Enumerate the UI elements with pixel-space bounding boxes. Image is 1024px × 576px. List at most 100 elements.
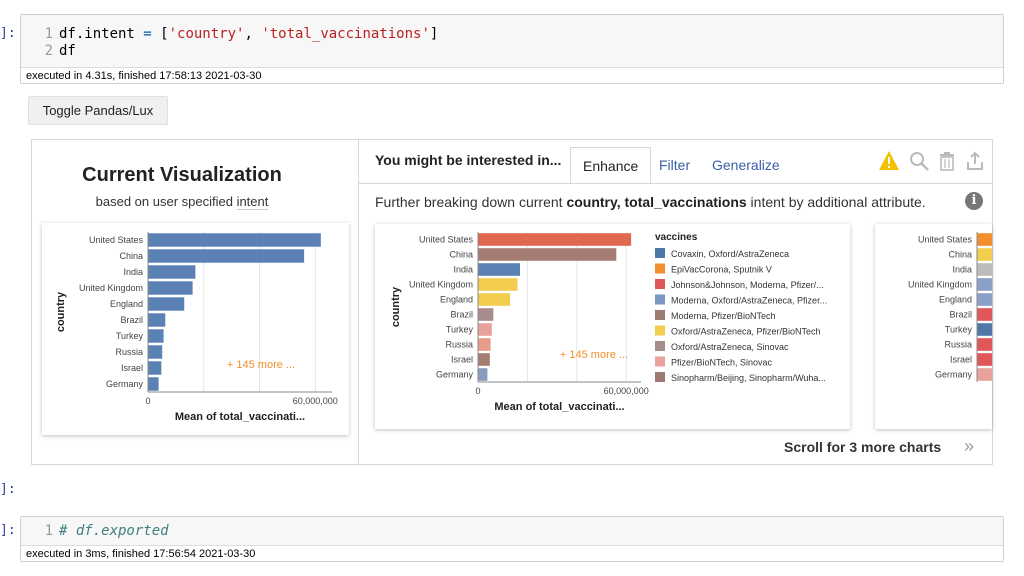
- cell-prompt: ]:: [0, 26, 16, 41]
- current-visualization-subtitle: based on user specified intent: [32, 194, 332, 210]
- bar: [478, 293, 511, 306]
- legend-swatch: [655, 356, 665, 367]
- x-tick-label: 60,000,000: [293, 396, 338, 406]
- y-tick-label: Israel: [121, 363, 143, 373]
- bar: [977, 233, 992, 246]
- y-tick-label: Turkey: [446, 325, 474, 335]
- tab-generalize[interactable]: Generalize: [712, 157, 780, 173]
- y-tick-label: Russia: [944, 340, 972, 350]
- bar: [977, 308, 992, 321]
- export-icon[interactable]: [964, 150, 986, 172]
- tab-divider: [359, 183, 992, 184]
- code-token: 'country': [168, 26, 245, 42]
- legend-title: vaccines: [655, 232, 698, 243]
- info-icon[interactable]: i: [965, 192, 983, 210]
- enhance-bar-chart-partial: United States China India United Kingdom Eng…: [908, 232, 992, 382]
- bar: [148, 249, 305, 263]
- y-tick-label: Russia: [115, 347, 143, 357]
- cell-prompt: ]:: [0, 482, 16, 497]
- execution-status: executed in 3ms, finished 17:56:54 2021-…: [21, 545, 1003, 561]
- code-line[interactable]: df: [59, 43, 76, 59]
- y-tick-label: Israel: [451, 355, 473, 365]
- code-line[interactable]: df.intent = ['country', 'total_vaccinati…: [59, 26, 438, 42]
- y-tick-label: Brazil: [120, 315, 143, 325]
- bar: [478, 323, 492, 336]
- bar: [977, 368, 992, 381]
- y-tick-label: Turkey: [116, 331, 144, 341]
- x-axis-label: Mean of total_vaccinati...: [494, 401, 624, 413]
- code-token: =: [143, 26, 152, 42]
- bar: [977, 293, 992, 306]
- code-editor[interactable]: 1 2 df.intent = ['country', 'total_vacci…: [21, 15, 1003, 67]
- tab-enhance[interactable]: Enhance: [570, 147, 652, 183]
- y-tick-label: Turkey: [945, 325, 973, 335]
- legend-label: Pfizer/BioNTech, Sinovac: [671, 358, 773, 368]
- code-token: ]: [429, 26, 439, 42]
- legend-swatch: [655, 325, 665, 336]
- bar: [478, 308, 494, 321]
- bar: [977, 263, 992, 276]
- enhance-bar-chart: United States China India United Kingdom Eng…: [390, 232, 827, 413]
- code-line[interactable]: # df.exported: [59, 523, 169, 539]
- bar: [478, 338, 491, 351]
- bar: [478, 368, 488, 381]
- legend-swatch: [655, 372, 665, 382]
- tab-filter[interactable]: Filter: [659, 157, 691, 173]
- bar: [977, 248, 992, 261]
- trash-icon[interactable]: [936, 150, 958, 172]
- y-tick-label: China: [119, 251, 143, 261]
- y-tick-label: Germany: [935, 370, 973, 380]
- code-cell-1[interactable]: 1 2 df.intent = ['country', 'total_vacci…: [20, 14, 1004, 84]
- code-token: # df.exported: [59, 523, 169, 539]
- scroll-more-charts[interactable]: Scroll for 3 more charts: [784, 439, 942, 455]
- search-icon[interactable]: [908, 150, 930, 172]
- current-visualization-title: Current Visualization: [82, 164, 282, 186]
- y-tick-label: India: [123, 267, 143, 277]
- enhance-chart-card-partial[interactable]: United States China India United Kingdom Eng…: [875, 224, 992, 429]
- legend-label: Oxford/AstraZeneca, Pfizer/BioNTech: [671, 327, 821, 337]
- lux-widget: Current Visualization based on user spec…: [31, 139, 993, 465]
- intent-link[interactable]: intent: [236, 194, 269, 210]
- bar: [478, 353, 490, 366]
- line-number: 1: [44, 26, 53, 42]
- current-chart-card[interactable]: United States China India United Kingdom Eng…: [42, 223, 349, 435]
- y-tick-label: India: [952, 265, 972, 275]
- y-tick-label: England: [440, 295, 473, 305]
- toggle-pandas-lux-button[interactable]: Toggle Pandas/Lux: [28, 96, 168, 125]
- legend-label: Oxford/AstraZeneca, Sinovac: [671, 342, 789, 352]
- legend-label: Moderna, Oxford/AstraZeneca, Pfizer...: [671, 296, 827, 306]
- bar: [148, 313, 166, 327]
- warning-icon[interactable]: [878, 150, 900, 172]
- legend-swatch: [655, 341, 665, 351]
- y-tick-label: England: [939, 295, 972, 305]
- more-annotation: + 145 more ...: [560, 349, 628, 361]
- bar: [977, 323, 992, 336]
- code-token: 'total_vaccinations': [261, 26, 430, 42]
- desc-intent: country, total_vaccinations: [566, 194, 747, 210]
- code-editor[interactable]: 1 # df.exported: [21, 517, 1003, 545]
- bar: [148, 281, 193, 295]
- bar: [977, 353, 992, 366]
- y-tick-label: United Kingdom: [908, 280, 972, 290]
- legend-swatch: [655, 294, 665, 305]
- y-axis-label: country: [55, 291, 67, 332]
- cell-prompt: ]:: [0, 523, 16, 538]
- bar: [977, 278, 992, 291]
- bar: [148, 297, 185, 311]
- y-tick-label: China: [449, 250, 473, 260]
- code-token: df.intent: [59, 26, 144, 42]
- current-bar-chart: United States China India United Kingdom Eng…: [55, 232, 338, 423]
- desc-suffix: intent by additional attribute.: [746, 194, 926, 210]
- code-cell-2[interactable]: 1 # df.exported executed in 3ms, finishe…: [20, 516, 1004, 562]
- current-visualization-pane: Current Visualization based on user spec…: [32, 140, 359, 464]
- enhance-chart-card[interactable]: United States China India United Kingdom Eng…: [375, 224, 850, 429]
- legend-swatch: [655, 279, 665, 289]
- bar: [148, 377, 159, 391]
- legend-label: EpiVacCorona, Sputnik V: [671, 265, 772, 275]
- double-chevron-right-icon[interactable]: »: [964, 436, 975, 456]
- code-token: ,: [244, 26, 262, 42]
- y-tick-label: Germany: [436, 370, 474, 380]
- bar: [148, 329, 164, 343]
- recommendations-header: You might be interested in...: [375, 152, 562, 168]
- subtitle-prefix: based on user specified: [95, 194, 237, 209]
